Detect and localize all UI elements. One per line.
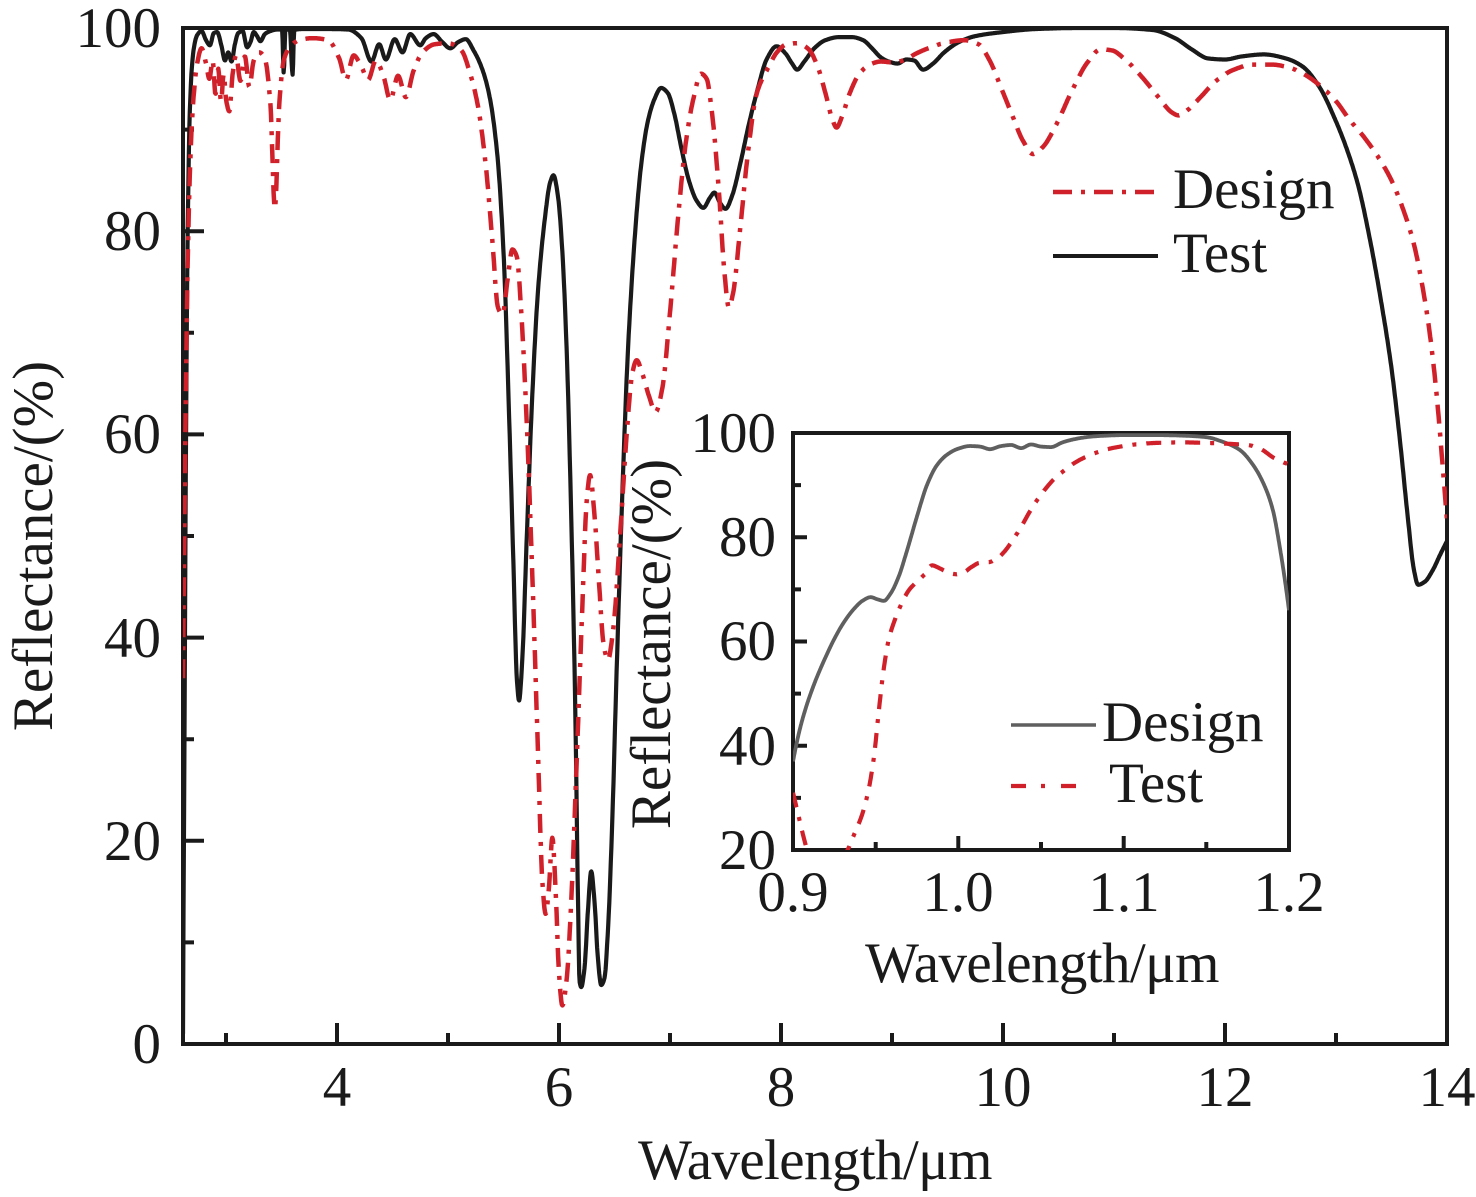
svg-text:0: 0 [133, 1013, 162, 1076]
svg-text:Reflectance/(%): Reflectance/(%) [620, 459, 683, 829]
svg-text:Reflectance/(%): Reflectance/(%) [2, 361, 65, 731]
svg-text:60: 60 [104, 403, 161, 466]
svg-text:1.2: 1.2 [1253, 861, 1324, 924]
svg-text:12: 12 [1197, 1056, 1254, 1119]
svg-text:8: 8 [767, 1056, 796, 1119]
svg-text:Wavelength/μm: Wavelength/μm [865, 932, 1219, 995]
svg-text:100: 100 [76, 0, 162, 60]
svg-text:60: 60 [719, 610, 776, 673]
svg-text:4: 4 [323, 1056, 352, 1119]
svg-text:20: 20 [719, 819, 776, 882]
svg-text:1.0: 1.0 [922, 861, 993, 924]
svg-text:Wavelength/μm: Wavelength/μm [638, 1129, 992, 1192]
svg-text:Design: Design [1173, 158, 1334, 221]
svg-text:Test: Test [1173, 222, 1267, 285]
svg-text:20: 20 [104, 810, 161, 873]
svg-text:0.9: 0.9 [757, 861, 828, 924]
svg-text:80: 80 [104, 200, 161, 263]
svg-text:14: 14 [1419, 1056, 1476, 1119]
svg-text:100: 100 [691, 402, 777, 465]
svg-text:Design: Design [1102, 691, 1263, 754]
svg-text:40: 40 [719, 715, 776, 778]
svg-text:40: 40 [104, 607, 161, 670]
svg-text:10: 10 [975, 1056, 1032, 1119]
svg-text:1.1: 1.1 [1088, 861, 1159, 924]
svg-text:80: 80 [719, 506, 776, 569]
svg-text:Test: Test [1109, 752, 1203, 815]
svg-text:6: 6 [545, 1056, 574, 1119]
